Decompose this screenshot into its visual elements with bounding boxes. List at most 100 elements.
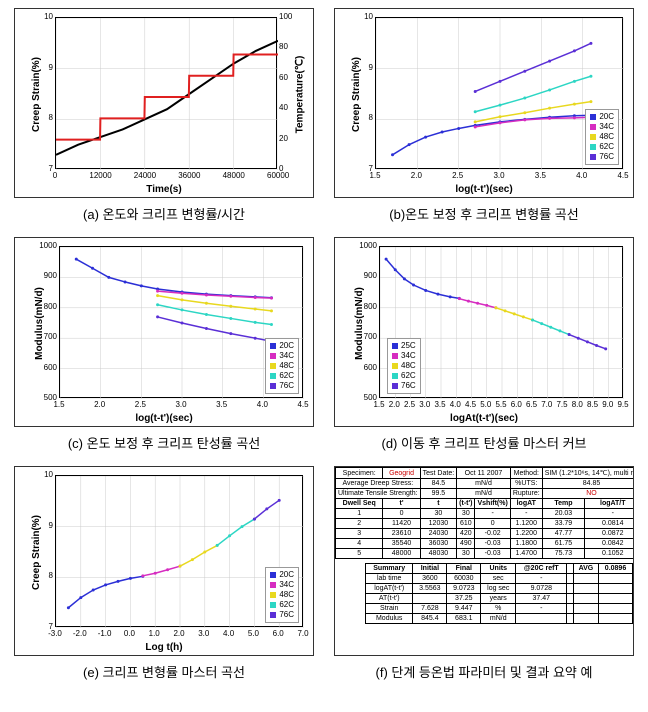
table-row: Strain7.6289.447%-: [366, 604, 633, 614]
cell: 610: [457, 519, 475, 529]
table-row: 32361024030420-0.021.220047.770.0872: [336, 529, 635, 539]
cell: 23610: [383, 529, 420, 539]
ylabel-d: Modulus(mN/d): [354, 287, 365, 360]
chart-b: Creep Strain(%) log(t-t')(sec) 1.52.02.5…: [334, 8, 634, 198]
cell: t: [420, 499, 457, 509]
legend-label: 76C: [279, 610, 294, 620]
cell: 30: [420, 509, 457, 519]
legend-item: 48C: [270, 590, 294, 600]
legend-label: 48C: [599, 132, 614, 142]
cell: 9.0728: [516, 584, 567, 594]
caption-e: (e) 크리프 변형률 마스터 곡선: [83, 662, 245, 681]
ylabel-c: Modulus(mN/d): [34, 287, 45, 360]
cell: AT(t-t'): [366, 594, 413, 604]
cell: 0.0814: [585, 519, 634, 529]
legend: 25C34C48C62C76C: [387, 338, 421, 394]
cell: 30: [457, 549, 475, 559]
cell: -: [585, 509, 634, 519]
legend-item: 34C: [270, 580, 294, 590]
legend-label: 34C: [279, 351, 294, 361]
legend-label: 62C: [279, 371, 294, 381]
legend-item: 48C: [392, 361, 416, 371]
cell: [599, 604, 633, 614]
xlabel-b: log(t-t')(sec): [455, 184, 512, 195]
legend-swatch: [392, 383, 398, 389]
cell: [413, 594, 447, 604]
legend-label: 34C: [279, 580, 294, 590]
legend-swatch: [270, 572, 276, 578]
cell: Initial: [413, 564, 447, 574]
cell: 35540: [383, 539, 420, 549]
legend-swatch: [270, 343, 276, 349]
caption-a: (a) 온도와 크리프 변형률/시간: [83, 204, 245, 223]
legend-item: 76C: [270, 381, 294, 391]
cell: 5: [336, 549, 383, 559]
cell: Units: [481, 564, 516, 574]
table-row: AT(t-t')37.25years37.47: [366, 594, 633, 604]
legend-swatch: [590, 114, 596, 120]
panel-f: Specimen:GeogridTest Date:Oct 11 2007Met…: [328, 466, 640, 691]
cell: mN/d: [457, 489, 511, 499]
legend-item: 20C: [270, 570, 294, 580]
legend-label: 48C: [401, 361, 416, 371]
legend-label: 25C: [401, 341, 416, 351]
cell: (t-t'): [457, 499, 475, 509]
cell: 4: [336, 539, 383, 549]
legend-label: 76C: [599, 152, 614, 162]
cell: SIM (1.2*10⁶s, 14℃), multi nb: [542, 468, 634, 479]
caption-b: (b)온도 보정 후 크리프 변형률 곡선: [389, 204, 578, 223]
cell: Temp: [542, 499, 585, 509]
cell: [573, 584, 598, 594]
legend-item: 62C: [590, 142, 614, 152]
legend-item: 34C: [270, 351, 294, 361]
cell: logAT(t-t'): [366, 584, 413, 594]
legend-swatch: [270, 383, 276, 389]
cell: Strain: [366, 604, 413, 614]
table-row: 5480004803030-0.031.470075.730.1052: [336, 549, 635, 559]
legend-item: 20C: [590, 112, 614, 122]
cell: AVG: [573, 564, 598, 574]
legend-item: 20C: [270, 341, 294, 351]
cell: 7.628: [413, 604, 447, 614]
legend-item: 62C: [270, 371, 294, 381]
cell: 490: [457, 539, 475, 549]
legend: 20C34C48C62C76C: [265, 567, 299, 623]
cell: Summary: [366, 564, 413, 574]
cell: Oct 11 2007: [457, 468, 511, 479]
chart-c: Modulus(mN/d) log(t-t')(sec) 1.52.02.53.…: [14, 237, 314, 427]
cell: Modulus: [366, 614, 413, 624]
legend: 20C34C48C62C76C: [585, 109, 619, 165]
panel-c: Modulus(mN/d) log(t-t')(sec) 1.52.02.53.…: [8, 237, 320, 462]
cell: 11420: [383, 519, 420, 529]
legend-label: 76C: [279, 381, 294, 391]
cell: 33.79: [542, 519, 585, 529]
legend-swatch: [270, 602, 276, 608]
cell: 1.1800: [510, 539, 542, 549]
legend-label: 34C: [599, 122, 614, 132]
legend-item: 76C: [392, 381, 416, 391]
legend-label: 62C: [599, 142, 614, 152]
chart-a: Creep Strain(%) Temperature(℃) Time(s) 0…: [14, 8, 314, 198]
legend-label: 20C: [279, 341, 294, 351]
cell: 0.0896: [599, 564, 633, 574]
cell: [516, 614, 567, 624]
xlabel-e: Log t(h): [145, 642, 182, 653]
cell: 1: [336, 509, 383, 519]
panel-b: Creep Strain(%) log(t-t')(sec) 1.52.02.5…: [328, 8, 640, 233]
caption-d: (d) 이동 후 크리프 탄성률 마스터 커브: [382, 433, 587, 452]
cell: years: [481, 594, 516, 604]
legend-label: 20C: [599, 112, 614, 122]
legend-item: 25C: [392, 341, 416, 351]
cell: [573, 594, 598, 604]
cell: Dwell Seq: [336, 499, 383, 509]
cell: 37.25: [447, 594, 481, 604]
cell: t': [383, 499, 420, 509]
cell: 61.75: [542, 539, 585, 549]
cell: Rupture:: [510, 489, 542, 499]
figure-grid: Creep Strain(%) Temperature(℃) Time(s) 0…: [0, 0, 648, 699]
cell: 48030: [420, 549, 457, 559]
header-table: Specimen:GeogridTest Date:Oct 11 2007Met…: [335, 467, 634, 559]
cell: 420: [457, 529, 475, 539]
cell: [599, 584, 633, 594]
cell: 36030: [420, 539, 457, 549]
